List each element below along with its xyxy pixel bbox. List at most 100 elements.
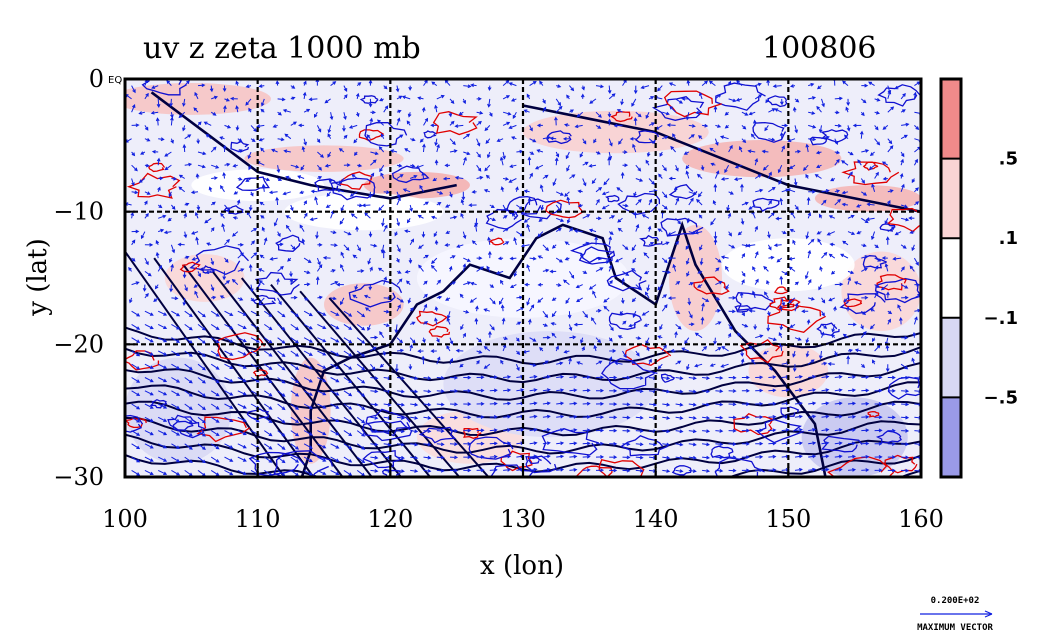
wind-vectors: [125, 79, 921, 477]
wind-vector: [740, 183, 744, 192]
wind-vector: [702, 442, 711, 447]
wind-vector: [631, 98, 637, 107]
wind-vector: [476, 401, 485, 406]
wind-vector: [806, 318, 811, 325]
wind-vector: [486, 265, 491, 272]
wind-vector: [874, 441, 883, 446]
wind-vector: [380, 172, 385, 179]
vorticity-contour-48: [148, 162, 166, 173]
wind-vector: [271, 148, 278, 153]
wind-vector: [901, 122, 910, 127]
wind-vector: [675, 240, 680, 246]
wind-vector: [489, 415, 498, 419]
wind-vector: [423, 416, 432, 420]
wind-vector: [436, 468, 445, 473]
wind-vector: [328, 178, 333, 184]
wind-vector: [157, 469, 168, 475]
wind-vector: [330, 363, 340, 369]
wind-vector: [874, 428, 883, 433]
wind-vector: [368, 284, 373, 291]
wind-vector: [390, 149, 398, 153]
y-tick-label: −10: [53, 198, 104, 226]
wind-vector: [688, 429, 697, 434]
wind-vector: [887, 90, 892, 100]
vorticity-contour-8: [189, 245, 249, 276]
wind-vector: [699, 258, 704, 266]
wind-vector: [379, 363, 385, 368]
wind-vector: [808, 111, 816, 115]
wind-vector: [449, 191, 453, 198]
wind-vector: [423, 303, 428, 312]
wind-vector: [232, 216, 238, 220]
wind-vector: [807, 249, 812, 259]
wind-vector: [489, 297, 496, 305]
wind-vector: [343, 134, 348, 140]
wind-vector: [768, 428, 777, 433]
vorticity-contour-108: [252, 369, 269, 377]
wind-vector: [317, 430, 327, 436]
wind-vector: [882, 125, 889, 130]
wind-vector: [434, 239, 439, 245]
wind-vector: [834, 96, 843, 101]
wind-vector: [264, 350, 273, 357]
wind-vector: [436, 94, 445, 100]
wind-vector: [817, 238, 822, 246]
wind-vector: [158, 176, 164, 181]
wind-vector: [170, 138, 174, 144]
wind-vector: [609, 388, 618, 393]
wind-vector: [601, 204, 610, 210]
wind-vector: [751, 358, 756, 365]
wind-vector: [258, 137, 265, 142]
wind-vector: [157, 350, 168, 356]
wind-vector: [576, 361, 583, 365]
wind-vector: [702, 415, 711, 420]
wind-vector: [761, 149, 769, 154]
wind-vector: [868, 164, 875, 170]
wind-vector: [377, 267, 384, 272]
wind-vector: [648, 122, 656, 126]
wind-vector: [287, 257, 292, 262]
wind-vector: [755, 82, 762, 87]
wind-vector: [343, 456, 353, 463]
wind-vector: [303, 443, 313, 449]
wind-vector: [755, 388, 764, 393]
wind-vector: [368, 191, 373, 199]
wind-vector: [237, 430, 247, 436]
wind-vector: [170, 244, 176, 254]
wind-vector: [264, 177, 271, 182]
wind-vector: [899, 172, 904, 179]
wind-vector: [635, 455, 644, 460]
wind-vector: [806, 196, 811, 206]
vorticity-contour-103: [820, 129, 849, 143]
wind-vector: [536, 123, 543, 128]
wind-vector: [622, 163, 629, 168]
wind-vector: [184, 255, 190, 260]
wind-vector: [460, 212, 464, 219]
wind-vector: [158, 214, 167, 219]
wind-vector: [728, 191, 734, 195]
wind-vector: [290, 430, 300, 437]
wind-vector: [317, 323, 327, 329]
wind-vector: [768, 375, 777, 380]
wind-vector: [675, 217, 682, 225]
wind-vector: [454, 175, 464, 180]
wind-vector: [775, 216, 782, 221]
x-tick-labels: 100 110 120 130 140 150 160: [102, 505, 944, 533]
wind-vector: [131, 403, 141, 410]
wind-vector: [755, 428, 764, 433]
wind-vector: [635, 389, 644, 394]
wind-vector: [728, 324, 733, 330]
wind-vector: [436, 337, 440, 343]
wind-vector: [900, 151, 905, 158]
wind-vector: [672, 133, 677, 139]
wind-vector: [157, 390, 168, 396]
wind-vector: [861, 375, 870, 380]
wind-vector: [210, 350, 220, 357]
wind-vector: [847, 270, 855, 275]
wind-vector: [529, 388, 538, 392]
wind-vector: [193, 284, 199, 288]
wind-vector: [140, 231, 146, 240]
wind-vector: [232, 231, 239, 237]
wind-vector: [396, 429, 405, 434]
wind-vector: [633, 211, 638, 219]
